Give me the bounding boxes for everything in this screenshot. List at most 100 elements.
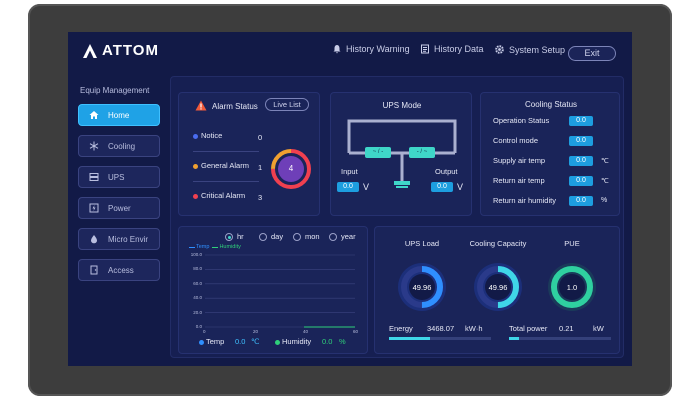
temp-legend-swatch [189, 246, 195, 248]
gauges [398, 263, 596, 311]
document-icon [421, 44, 429, 54]
critical-alarm-label: Critical Alarm [201, 191, 246, 200]
hmi-screen: ATTOM History Warning History Data Syste… [68, 32, 632, 366]
humidity-legend-swatch [212, 246, 219, 248]
range-radio-day[interactable] [259, 233, 267, 241]
input-value: 0.0 [337, 182, 359, 192]
history-warning-link[interactable]: History Warning [332, 44, 410, 54]
y-tick-label: 60.0 [193, 280, 202, 286]
y-tick-label: 0.0 [195, 324, 202, 329]
bypass-switch-right [409, 147, 435, 158]
output-label: Output [435, 167, 458, 176]
sidebar-item-ups[interactable]: UPS [78, 166, 160, 188]
alarm-total: 4 [288, 164, 294, 173]
range-radio-hr[interactable] [225, 233, 233, 241]
top-bar: ATTOM History Warning History Data Syste… [68, 32, 632, 72]
ups-load-gauge-arc [401, 266, 443, 308]
alarm-status-panel: Alarm Status Live List Notice 0 General … [178, 92, 320, 216]
x-tick-label: 40 [303, 329, 309, 334]
live-list-button[interactable]: Live List [265, 98, 309, 111]
y-tick-label: 40.0 [193, 295, 202, 301]
sidebar-item-home[interactable]: Home [78, 104, 160, 126]
brand-name: ATTOM [102, 42, 159, 59]
return-air-temp-label: Return air temp [493, 176, 545, 185]
divider [193, 181, 259, 182]
sidebar-title: Equip Management [80, 86, 150, 95]
alarm-status-title: Alarm Status [212, 102, 258, 111]
ups-load-value: 49.96 [412, 283, 432, 292]
droplet-icon [91, 235, 97, 244]
y-tick-label: 20.0 [193, 309, 202, 315]
sidebar-item-power[interactable]: Power [78, 197, 160, 219]
return-air-temp-unit: ℃ [601, 178, 609, 185]
trend-chart [205, 254, 355, 328]
supply-air-temp-unit: ℃ [601, 158, 609, 165]
ups-load-gauge-center [409, 274, 435, 300]
humidity-unit: % [339, 337, 346, 346]
total-power-value: 0.21 [559, 324, 574, 333]
ring-center [278, 156, 304, 182]
sidebar-item-label: Micro Envir [108, 234, 149, 244]
range-radio-mon[interactable] [293, 233, 301, 241]
notice-count: 0 [258, 133, 263, 142]
output-unit: V [457, 182, 464, 192]
general-alarm-count: 1 [258, 163, 263, 172]
range-label-hr: hr [237, 232, 244, 241]
sidebar-item-cooling[interactable]: Cooling [78, 135, 160, 157]
sidebar-item-label: Access [108, 265, 134, 275]
total-power-unit: kW [593, 324, 604, 333]
range-label-day: day [271, 232, 284, 241]
general-alarm-label: General Alarm [201, 161, 249, 170]
energy-label: Energy [389, 324, 413, 333]
cooling-capacity-value: 49.96 [488, 283, 508, 292]
critical-alarm-dot [193, 194, 198, 199]
energy-bar-track [389, 337, 491, 340]
critical-alarm-count: 3 [258, 193, 263, 202]
temp-dot [199, 340, 204, 345]
ups-topology-diagram [347, 119, 457, 188]
x-tick-label: 0 [203, 329, 206, 334]
total-power-bar-track [509, 337, 611, 340]
return-air-humidity-unit: % [601, 197, 608, 204]
notice-dot [193, 134, 198, 139]
sidebar-item-label: UPS [108, 172, 125, 182]
sidebar-item-label: Cooling [108, 141, 136, 151]
general-ring-segment [271, 149, 311, 189]
home-icon [89, 111, 99, 119]
operation-status-value: 0.0 [569, 116, 593, 126]
sidebar-item-label: Power [108, 203, 131, 213]
sidebar-item-micro-envir[interactable]: Micro Envir [78, 228, 160, 250]
warning-icon [195, 100, 207, 111]
cooling-status-title: Cooling Status [524, 100, 578, 109]
range-radio-year[interactable] [329, 233, 337, 241]
history-data-label: History Data [434, 44, 484, 54]
sidebar-item-access[interactable]: Access [78, 259, 160, 281]
gear-icon [495, 45, 504, 54]
pue-label: PUE [564, 239, 580, 248]
system-setup-link[interactable]: System Setup [494, 44, 565, 55]
alarm-ring-chart [271, 149, 311, 189]
energy-bar-fill [389, 337, 430, 340]
history-data-link[interactable]: History Data [420, 44, 484, 54]
input-label: Input [341, 167, 358, 176]
ups-load-label: UPS Load [404, 239, 440, 248]
humidity-value: 0.0 [322, 337, 333, 346]
control-mode-value: 0.0 [569, 136, 593, 146]
pue-gauge-center [559, 274, 585, 300]
cooling-status-panel: Cooling Status Operation Status 0.0 Cont… [480, 92, 620, 216]
notice-label: Notice [201, 131, 223, 140]
humidity-legend-label: Humidity [219, 244, 241, 250]
trend-panel: hr day mon year Temp Humidity Temp 0.0 ℃… [178, 226, 368, 354]
total-power-label: Total power [509, 324, 548, 333]
range-label-mon: mon [305, 232, 320, 241]
return-air-humidity-value: 0.0 [569, 196, 593, 206]
brand-logo: ATTOM [82, 42, 159, 59]
ups-icon [89, 173, 99, 181]
power-icon [89, 203, 99, 213]
pue-value: 1.0 [566, 283, 578, 292]
ups-mode-title: UPS Mode [382, 101, 422, 110]
exit-button[interactable]: Exit [568, 46, 616, 61]
bell-icon [333, 45, 341, 54]
humidity-dot [275, 340, 280, 345]
supply-air-temp-value: 0.0 [569, 156, 593, 166]
